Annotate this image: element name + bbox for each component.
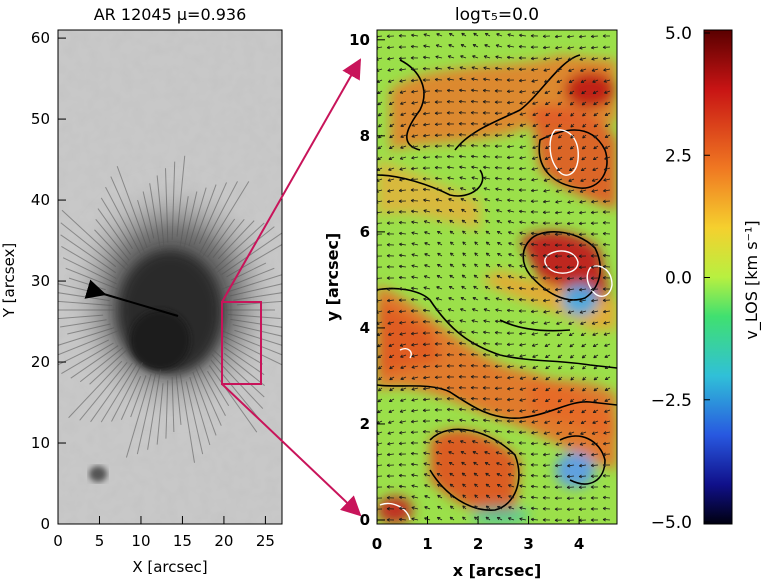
left-x-ticks: 0 5 10 15 20 25 (53, 516, 275, 550)
right-xlabel: x [arcsec] (453, 561, 542, 580)
left-y-tick-label: 40 (31, 191, 50, 209)
left-y-ticks: 0 10 20 30 40 50 60 (31, 29, 66, 533)
right-y-tick-label: 8 (360, 127, 370, 145)
colorbar-tick-label: 2.5 (665, 146, 692, 166)
velocity-map (377, 30, 617, 524)
left-image (58, 30, 282, 524)
right-y-tick-label: 2 (360, 415, 370, 433)
disk-center-arrow (84, 279, 179, 317)
right-y-ticks: 0 2 4 6 8 10 (349, 31, 385, 529)
zoom-box (221, 301, 262, 385)
left-x-tick-label: 25 (256, 532, 275, 550)
right-x-tick-label: 3 (523, 535, 533, 553)
connector-top (221, 58, 361, 303)
right-y-tick-label: 0 (360, 511, 370, 529)
colorbar-ticks: 5.0 2.5 0.0 −2.5 −5.0 (651, 24, 710, 533)
right-y-tick-label: 6 (360, 223, 370, 241)
white-contours (379, 129, 613, 521)
left-y-tick-label: 0 (40, 515, 50, 533)
right-title: logτ₅=0.0 (455, 5, 539, 25)
right-y-tick-label: 10 (349, 31, 370, 49)
left-y-tick-label: 50 (31, 110, 50, 128)
colorbar-tick-label: −5.0 (651, 513, 692, 533)
left-x-tick-label: 20 (214, 532, 233, 550)
right-x-ticks: 0 1 2 3 4 (372, 516, 584, 553)
left-x-tick-label: 0 (53, 532, 63, 550)
colorbar-label: v_LOS [km s⁻¹] (742, 220, 762, 339)
left-title: AR 12045 μ=0.936 (94, 5, 247, 24)
left-x-tick-label: 15 (173, 532, 192, 550)
right-x-tick-label: 4 (574, 535, 584, 553)
right-frame (376, 29, 618, 525)
right-y-tick-label: 4 (360, 319, 370, 337)
colorbar-tick-label: 5.0 (665, 24, 692, 44)
right-ylabel: y [arcsec] (323, 233, 342, 322)
contours (377, 54, 617, 511)
right-x-tick-label: 2 (473, 535, 483, 553)
left-y-tick-label: 30 (31, 272, 50, 290)
left-x-tick-label: 10 (131, 532, 150, 550)
left-x-tick-label: 5 (95, 532, 105, 550)
left-y-tick-label: 10 (31, 434, 50, 452)
left-ylabel: Y [arcsex] (0, 243, 18, 319)
right-x-tick-label: 1 (422, 535, 432, 553)
colorbar-tick-label: 0.0 (665, 269, 692, 289)
left-y-tick-label: 60 (31, 29, 50, 47)
left-y-tick-label: 20 (31, 353, 50, 371)
right-x-tick-label: 0 (372, 535, 382, 553)
connector-bottom (221, 383, 362, 517)
left-frame (57, 29, 283, 525)
velocity-arrows (377, 32, 611, 523)
colorbar-tick-label: −2.5 (651, 391, 692, 411)
left-xlabel: X [arcsec] (132, 558, 207, 576)
